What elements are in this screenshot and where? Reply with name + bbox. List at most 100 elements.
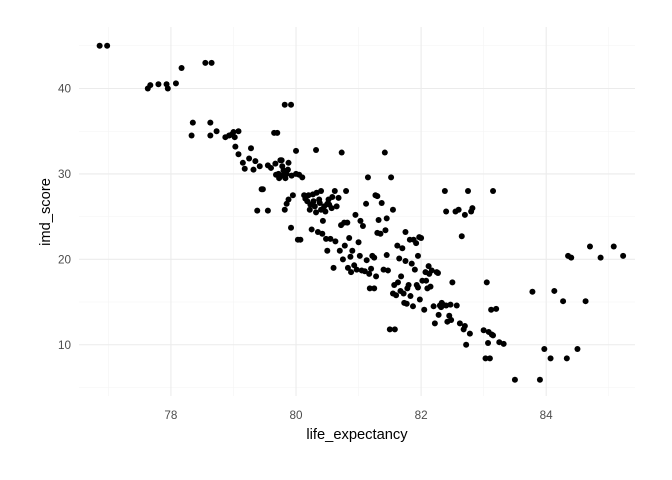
data-point	[374, 193, 381, 200]
data-point	[147, 82, 154, 89]
data-point	[511, 376, 518, 383]
x-tick-labels: 78 80 82 84	[164, 409, 553, 422]
data-point	[281, 101, 288, 108]
data-point	[389, 206, 396, 213]
data-point	[104, 42, 111, 49]
data-point	[411, 266, 418, 273]
data-point	[568, 254, 575, 261]
data-point	[208, 59, 215, 66]
data-point	[381, 149, 388, 156]
data-point	[500, 340, 507, 347]
data-point	[371, 285, 378, 292]
data-point	[259, 186, 266, 193]
data-point	[352, 211, 359, 218]
data-point	[313, 209, 320, 216]
data-point	[403, 300, 410, 307]
data-point	[449, 279, 456, 286]
data-point	[461, 211, 468, 218]
data-point	[430, 303, 437, 310]
data-point	[391, 326, 398, 333]
data-point	[373, 273, 380, 280]
data-point	[207, 119, 214, 126]
data-point	[493, 305, 500, 312]
data-point	[384, 267, 391, 274]
data-point	[597, 254, 604, 261]
data-point	[297, 236, 304, 243]
x-tick-label: 78	[164, 409, 177, 422]
data-point	[402, 258, 409, 265]
data-point	[428, 267, 435, 274]
data-point	[235, 151, 242, 158]
data-point	[480, 327, 487, 334]
data-point	[396, 255, 403, 262]
data-point	[416, 296, 423, 303]
data-point	[368, 265, 375, 272]
data-point	[339, 256, 346, 263]
data-point	[272, 160, 279, 167]
data-point	[402, 229, 409, 235]
data-point	[230, 129, 237, 136]
data-point	[250, 166, 257, 173]
data-point	[293, 147, 300, 154]
data-point	[178, 65, 185, 71]
data-point	[465, 188, 472, 194]
data-point	[363, 200, 370, 207]
data-point	[421, 306, 428, 313]
data-point	[336, 247, 343, 254]
data-point	[574, 346, 581, 353]
data-point	[164, 85, 171, 92]
data-point	[363, 257, 370, 264]
data-point	[620, 252, 627, 259]
data-point	[455, 206, 462, 213]
data-point	[335, 194, 342, 201]
data-point	[232, 143, 239, 150]
data-point	[398, 273, 405, 280]
data-point	[247, 145, 254, 152]
data-point	[560, 298, 567, 305]
data-point	[288, 101, 295, 108]
data-point	[346, 234, 353, 241]
data-point	[319, 217, 326, 224]
data-point	[490, 332, 497, 339]
x-tick-label: 84	[540, 409, 554, 422]
data-point	[310, 198, 317, 205]
data-point	[383, 215, 390, 222]
data-point	[338, 149, 345, 156]
data-point	[246, 155, 253, 162]
data-point	[469, 205, 476, 212]
data-point	[425, 263, 432, 270]
data-point	[318, 188, 325, 194]
data-point	[431, 320, 438, 327]
data-point	[189, 119, 196, 126]
x-tick-label: 80	[290, 409, 304, 422]
data-point	[278, 157, 285, 164]
data-point	[434, 270, 441, 276]
data-point	[347, 253, 354, 260]
data-point	[256, 163, 263, 170]
data-point	[202, 59, 209, 66]
data-point	[448, 316, 455, 323]
data-point	[289, 192, 296, 199]
data-point	[231, 134, 238, 141]
data-point	[582, 298, 589, 305]
data-point	[366, 270, 373, 277]
data-point	[453, 302, 460, 309]
data-point	[423, 277, 430, 284]
data-point	[486, 355, 493, 362]
data-point	[366, 285, 373, 292]
data-point	[323, 235, 330, 242]
data-point	[155, 81, 162, 88]
data-point	[382, 227, 389, 234]
data-point	[285, 196, 292, 203]
data-point	[213, 128, 220, 135]
data-point	[435, 311, 442, 318]
data-point	[443, 208, 450, 215]
data-point	[463, 341, 470, 348]
data-point	[400, 290, 407, 297]
data-point	[332, 238, 339, 245]
data-point	[441, 188, 448, 194]
data-point	[378, 199, 385, 206]
data-point	[327, 235, 334, 242]
data-point	[268, 164, 274, 171]
